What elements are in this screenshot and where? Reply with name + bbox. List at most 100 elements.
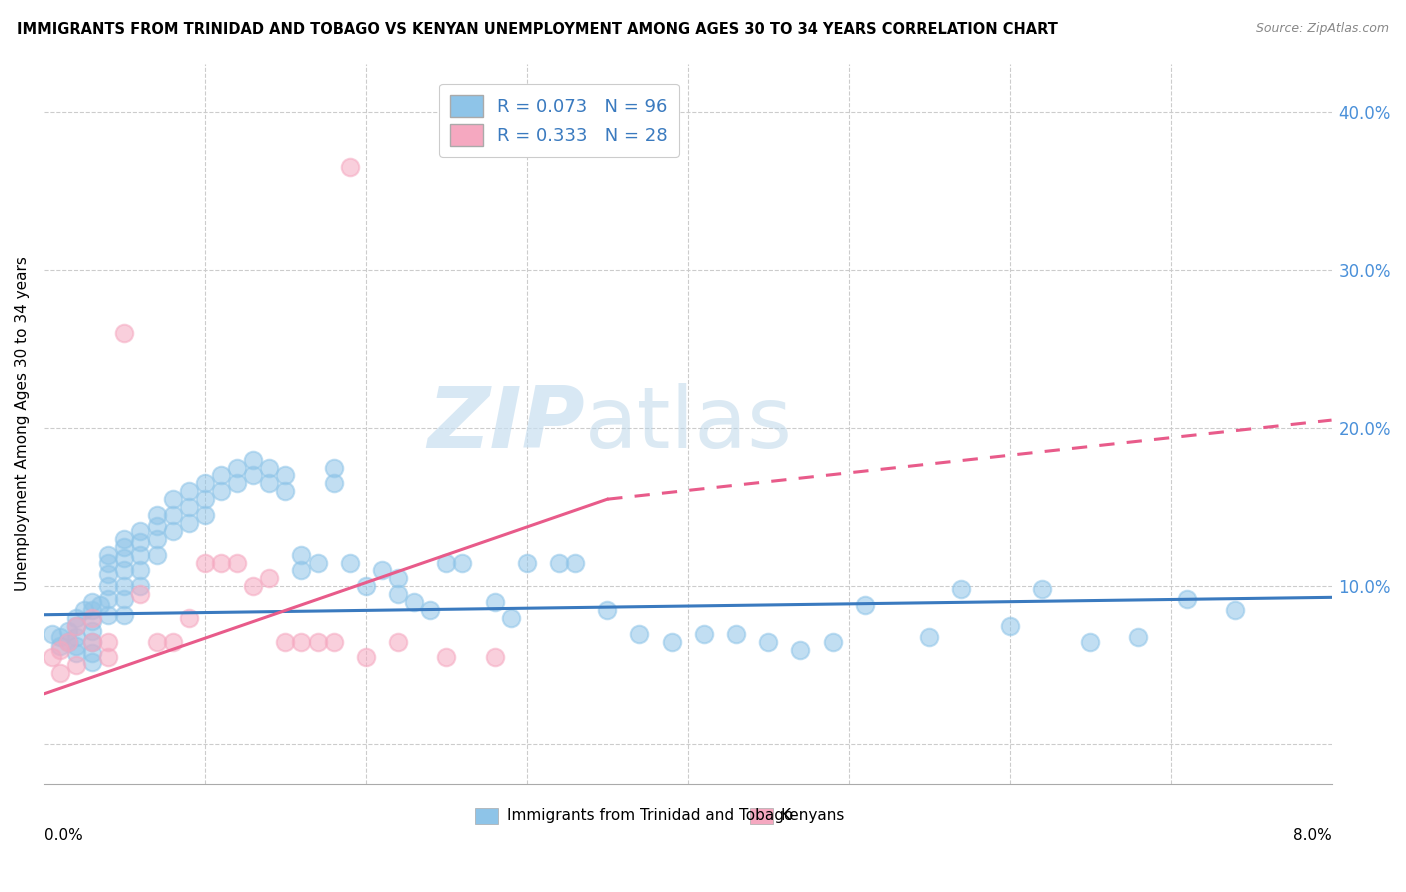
Text: IMMIGRANTS FROM TRINIDAD AND TOBAGO VS KENYAN UNEMPLOYMENT AMONG AGES 30 TO 34 Y: IMMIGRANTS FROM TRINIDAD AND TOBAGO VS K… — [17, 22, 1057, 37]
Point — [257, 571, 280, 585]
Point — [112, 579, 135, 593]
Point — [82, 603, 104, 617]
Text: 8.0%: 8.0% — [1292, 829, 1331, 843]
Point — [209, 556, 232, 570]
Point — [1078, 634, 1101, 648]
Point — [97, 650, 120, 665]
Text: Immigrants from Trinidad and Tobago: Immigrants from Trinidad and Tobago — [508, 808, 794, 823]
Point — [307, 634, 329, 648]
Point — [290, 634, 312, 648]
Point — [162, 492, 184, 507]
Point — [112, 563, 135, 577]
Point — [434, 650, 457, 665]
Point — [97, 548, 120, 562]
Point — [290, 548, 312, 562]
Point — [82, 624, 104, 638]
Point — [65, 640, 87, 654]
Point — [41, 626, 63, 640]
Point — [516, 556, 538, 570]
Point — [1175, 591, 1198, 606]
Point — [97, 634, 120, 648]
FancyBboxPatch shape — [749, 808, 773, 823]
Point — [209, 468, 232, 483]
Point — [387, 634, 409, 648]
Point — [821, 634, 844, 648]
Point — [274, 468, 297, 483]
Point — [194, 492, 217, 507]
Y-axis label: Unemployment Among Ages 30 to 34 years: Unemployment Among Ages 30 to 34 years — [15, 257, 30, 591]
Point — [1031, 582, 1053, 597]
Point — [129, 524, 152, 538]
Point — [693, 626, 716, 640]
Point — [177, 500, 200, 515]
Point — [548, 556, 571, 570]
Point — [274, 634, 297, 648]
Point — [226, 556, 249, 570]
Point — [434, 556, 457, 570]
Point — [49, 630, 72, 644]
Point — [65, 658, 87, 673]
Point — [49, 642, 72, 657]
Point — [451, 556, 474, 570]
Point — [177, 484, 200, 499]
Point — [97, 566, 120, 581]
Point — [82, 655, 104, 669]
Point — [756, 634, 779, 648]
Point — [56, 634, 79, 648]
Point — [339, 160, 361, 174]
Point — [56, 634, 79, 648]
Point — [145, 532, 167, 546]
Point — [162, 524, 184, 538]
Point — [97, 556, 120, 570]
Legend: R = 0.073   N = 96, R = 0.333   N = 28: R = 0.073 N = 96, R = 0.333 N = 28 — [439, 84, 679, 157]
Point — [290, 563, 312, 577]
Point — [322, 634, 344, 648]
Text: Source: ZipAtlas.com: Source: ZipAtlas.com — [1256, 22, 1389, 36]
Point — [82, 634, 104, 648]
Point — [339, 556, 361, 570]
Point — [89, 599, 111, 613]
Point — [226, 476, 249, 491]
Point — [998, 619, 1021, 633]
Point — [194, 556, 217, 570]
Point — [112, 540, 135, 554]
Point — [209, 484, 232, 499]
Point — [82, 595, 104, 609]
Point — [242, 468, 264, 483]
Point — [73, 603, 96, 617]
Point — [354, 579, 377, 593]
Point — [918, 630, 941, 644]
Point — [65, 630, 87, 644]
Point — [194, 476, 217, 491]
Point — [724, 626, 747, 640]
Point — [1128, 630, 1150, 644]
Point — [65, 646, 87, 660]
Point — [1223, 603, 1246, 617]
Point — [82, 646, 104, 660]
Point — [371, 563, 394, 577]
Point — [950, 582, 973, 597]
Point — [112, 532, 135, 546]
Point — [65, 619, 87, 633]
Point — [82, 634, 104, 648]
Text: ZIP: ZIP — [427, 383, 585, 466]
Point — [112, 591, 135, 606]
Text: Kenyans: Kenyans — [780, 808, 845, 823]
Point — [499, 611, 522, 625]
Point — [112, 607, 135, 622]
Point — [112, 550, 135, 565]
Point — [274, 484, 297, 499]
Point — [177, 611, 200, 625]
Point — [661, 634, 683, 648]
Point — [853, 599, 876, 613]
Point — [484, 650, 506, 665]
Point — [49, 640, 72, 654]
Point — [97, 579, 120, 593]
Point — [419, 603, 441, 617]
Point — [41, 650, 63, 665]
Point — [65, 611, 87, 625]
Point — [387, 571, 409, 585]
Text: atlas: atlas — [585, 383, 793, 466]
Point — [145, 519, 167, 533]
Point — [162, 634, 184, 648]
